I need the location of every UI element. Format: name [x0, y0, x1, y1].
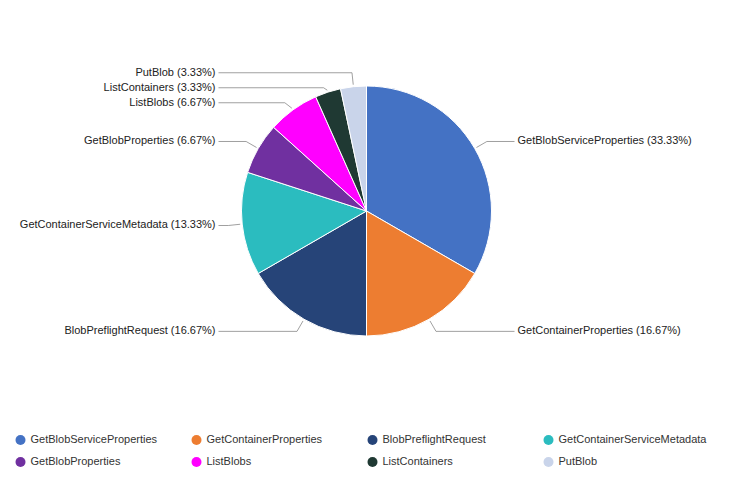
- data-label: GetBlobProperties (6.67%): [84, 134, 215, 146]
- legend-label: ListBlobs: [207, 455, 252, 467]
- leader-line: [219, 103, 292, 108]
- legend-label: GetBlobProperties: [31, 455, 121, 467]
- legend-swatch: [192, 435, 202, 445]
- legend: GetBlobServiceProperties GetContainerProp…: [16, 433, 708, 467]
- data-label: ListBlobs (6.67%): [129, 96, 215, 108]
- leader-line: [476, 141, 514, 147]
- chart: GetBlobServiceProperties (33.33%) GetCont…: [0, 0, 733, 488]
- leader-line: [219, 141, 257, 147]
- legend-label: BlobPreflightRequest: [383, 433, 486, 445]
- leader-line: [219, 73, 354, 85]
- pie-slice: [341, 86, 367, 211]
- data-label: BlobPreflightRequest (16.67%): [64, 324, 215, 336]
- legend-swatch: [192, 457, 202, 467]
- legend-label: GetContainerServiceMetadata: [559, 433, 708, 445]
- legend-swatch: [368, 435, 378, 445]
- legend-swatch: [368, 457, 378, 467]
- legend-swatch: [544, 457, 554, 467]
- legend-swatch: [16, 435, 26, 445]
- pie-slice: [367, 211, 475, 336]
- leader-line: [219, 224, 241, 225]
- legend-swatch: [544, 435, 554, 445]
- data-label: PutBlob (3.33%): [135, 66, 215, 78]
- leader-line: [219, 88, 328, 90]
- data-label: GetContainerServiceMetadata (13.33%): [20, 218, 216, 230]
- legend-swatch: [16, 457, 26, 467]
- legend-label: GetBlobServiceProperties: [31, 433, 158, 445]
- legend-label: PutBlob: [559, 455, 598, 467]
- data-label: GetContainerProperties (16.67%): [518, 324, 681, 336]
- data-label: GetBlobServiceProperties (33.33%): [518, 134, 692, 146]
- slices: [242, 86, 492, 336]
- data-labels: GetBlobServiceProperties (33.33%) GetCont…: [20, 66, 692, 337]
- leader-line: [219, 321, 303, 331]
- legend-label: ListContainers: [383, 455, 454, 467]
- legend-label: GetContainerProperties: [207, 433, 323, 445]
- data-label: ListContainers (3.33%): [104, 81, 216, 93]
- leader-line: [430, 321, 514, 331]
